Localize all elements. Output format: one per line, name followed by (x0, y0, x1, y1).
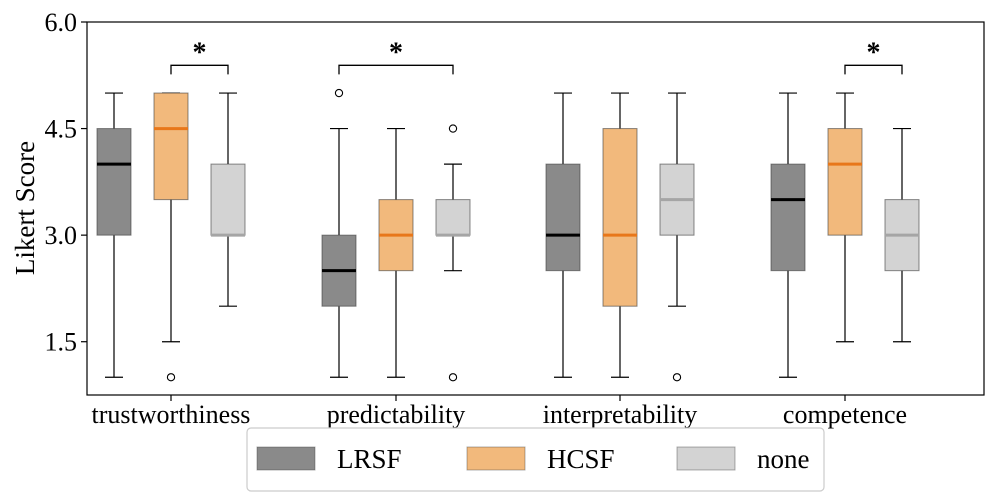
significance-bracket-trustworthiness (170, 64, 229, 75)
series-hcsf (153, 92, 863, 382)
legend: LRSF HCSF none (246, 427, 825, 492)
significance-star-competence: * (867, 37, 881, 68)
legend-swatch-lrsf (256, 446, 316, 471)
y-axis-title: Likert Score (10, 141, 40, 275)
box-none-competence (884, 127, 920, 343)
legend-item-none: none (676, 444, 810, 474)
significance-bracket-competence (844, 64, 903, 75)
outlier-none-predictability-1 (448, 124, 458, 133)
x-tick-label-interpretability: interpretability (543, 400, 698, 429)
box-lrsf-competence (770, 92, 806, 378)
significance-star-trustworthiness: * (193, 37, 207, 68)
significance-competence: * (844, 37, 903, 75)
box-body-hcsf-interpretability (602, 128, 638, 307)
box-none-interpretability (659, 92, 695, 382)
significance-star-predictability: * (389, 37, 403, 68)
significance-predictability: * (338, 37, 454, 75)
box-lrsf-trustworthiness (96, 92, 132, 378)
box-body-hcsf-competence (827, 128, 863, 236)
plot-area-frame (86, 21, 985, 396)
outlier-none-interpretability-0 (672, 373, 682, 382)
box-hcsf-interpretability (602, 92, 638, 378)
box-hcsf-trustworthiness (153, 92, 189, 382)
x-tick-label-competence: competence (783, 400, 907, 429)
box-body-lrsf-competence (770, 163, 806, 272)
legend-item-lrsf: LRSF (256, 444, 402, 474)
y-axis: 1.5 3.0 4.5 6.0 (45, 8, 87, 357)
x-tick-label-predictability: predictability (327, 400, 466, 429)
outlier-none-predictability-0 (448, 373, 458, 382)
box-body-hcsf-trustworthiness (153, 92, 189, 201)
box-series-group (96, 88, 920, 382)
legend-item-hcsf: HCSF (466, 444, 615, 474)
box-none-predictability (435, 124, 471, 382)
box-lrsf-predictability (321, 88, 357, 378)
legend-frame (246, 427, 825, 492)
legend-swatch-hcsf (466, 446, 526, 471)
box-lrsf-interpretability (545, 92, 581, 378)
box-body-lrsf-trustworthiness (96, 128, 132, 236)
legend-label-hcsf: HCSF (547, 444, 615, 474)
x-axis: trustworthiness predictability interpretab… (92, 395, 907, 429)
legend-label-none: none (757, 444, 810, 474)
y-tick-label-3.0: 3.0 (45, 221, 78, 250)
x-tick-label-trustworthiness: trustworthiness (92, 400, 251, 429)
box-body-lrsf-interpretability (545, 163, 581, 272)
significance-annotations: * * * (170, 37, 903, 75)
box-body-none-predictability (435, 199, 471, 236)
outlier-hcsf-trustworthiness-0 (166, 373, 176, 382)
box-hcsf-competence (827, 92, 863, 343)
series-none (210, 92, 920, 382)
significance-trustworthiness: * (170, 37, 229, 75)
legend-swatch-none (676, 446, 736, 471)
legend-label-lrsf: LRSF (337, 444, 402, 474)
box-none-trustworthiness (210, 92, 246, 307)
y-tick-label-1.5: 1.5 (45, 328, 78, 357)
significance-bracket-predictability (338, 64, 454, 75)
series-lrsf (96, 88, 806, 378)
box-body-none-trustworthiness (210, 163, 246, 236)
y-tick-label-4.5: 4.5 (45, 115, 78, 144)
y-tick-label-6.0: 6.0 (45, 8, 78, 37)
box-hcsf-predictability (378, 127, 414, 378)
outlier-lrsf-predictability-0 (334, 88, 344, 98)
